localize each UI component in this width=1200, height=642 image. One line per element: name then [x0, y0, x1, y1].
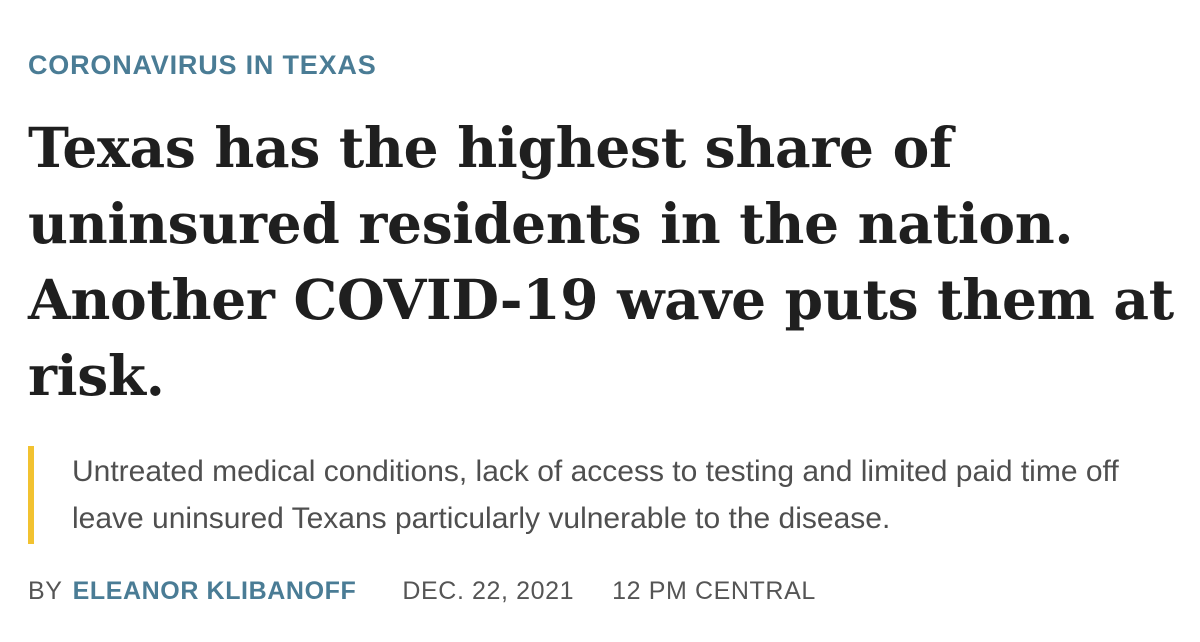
publish-time: 12 PM CENTRAL — [612, 577, 816, 605]
section-kicker-link[interactable]: CORONAVIRUS IN TEXAS — [28, 50, 377, 80]
byline-by-label: BY — [28, 577, 63, 605]
dek-text: Untreated medical conditions, lack of ac… — [72, 455, 1119, 535]
publish-date: DEC. 22, 2021 — [402, 577, 575, 605]
article-dek: Untreated medical conditions, lack of ac… — [28, 446, 1178, 544]
byline: BY ELEANOR KLIBANOFF DEC. 22, 2021 12 PM… — [28, 575, 816, 607]
author-link[interactable]: ELEANOR KLIBANOFF — [72, 577, 357, 605]
article-headline: Texas has the highest share of uninsured… — [28, 115, 1174, 408]
